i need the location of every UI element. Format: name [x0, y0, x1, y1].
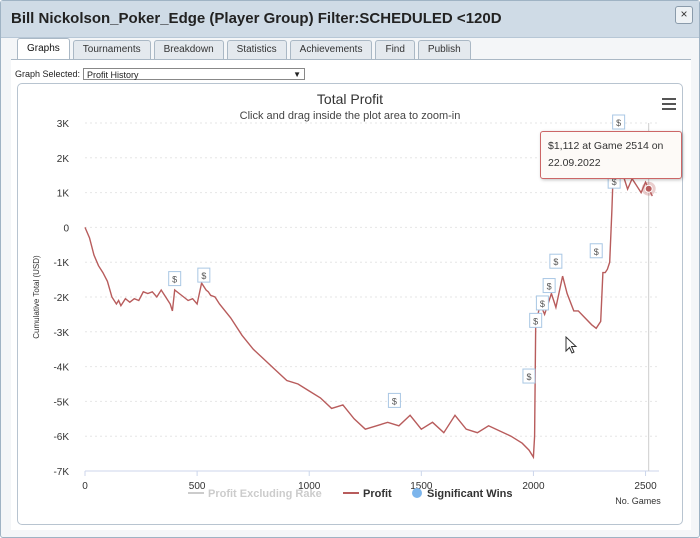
x-axis: 0 500 1000 1500 2000 2500	[82, 470, 659, 492]
tab-achievements[interactable]: Achievements	[289, 40, 373, 59]
significant-win-flag[interactable]	[542, 278, 556, 294]
tooltip-line-1: $1,112 at Game 2514 on	[548, 140, 664, 152]
y-tick-label: -7K	[53, 467, 69, 478]
chart-container: 3K 2K 1K 0 -1K -2K -3K -4K -5K -6K -7K 0 500 1000 150…	[17, 83, 683, 525]
chart-subtitle: Click and drag inside the plot area to z…	[240, 110, 461, 122]
significant-win-flag[interactable]	[168, 271, 182, 287]
dollar-icon: $	[616, 118, 621, 128]
y-tick-label: -6K	[53, 432, 69, 443]
tab-publish[interactable]: Publish	[417, 40, 471, 59]
legend-label: Profit Excluding Rake	[208, 488, 322, 500]
mouse-pointer-icon	[565, 336, 578, 354]
profit-chart[interactable]: 3K 2K 1K 0 -1K -2K -3K -4K -5K -6K -7K 0 500 1000 150…	[18, 84, 682, 524]
point-tooltip: $1,112 at Game 2514 on 22.09.2022	[540, 131, 682, 179]
significant-win-flag[interactable]	[612, 114, 626, 130]
y-axis-label: Cumulative Total (USD)	[32, 255, 41, 339]
y-axis: 3K 2K 1K 0 -1K -2K -3K -4K -5K -6K -7K	[53, 119, 69, 478]
dollar-icon: $	[547, 282, 552, 292]
chart-title: Total Profit	[317, 91, 383, 107]
chart-grid	[85, 122, 659, 472]
dollar-icon: $	[612, 177, 617, 187]
significant-win-flag[interactable]	[522, 368, 536, 384]
significant-wins-markers: $ $$$$$$$$$$	[168, 114, 656, 408]
legend-item[interactable]: Profit Excluding Rake	[188, 488, 322, 500]
title-bar[interactable]: Bill Nickolson_Poker_Edge (Player Group)…	[1, 1, 699, 38]
legend-item[interactable]: Profit	[343, 488, 392, 500]
dollar-icon: $	[540, 299, 545, 309]
y-tick-label: 1K	[57, 189, 70, 200]
tab-breakdown[interactable]: Breakdown	[153, 40, 224, 59]
chart-legend: Profit Excluding Rake Profit Significant W…	[188, 488, 512, 500]
close-icon[interactable]: ×	[675, 6, 693, 24]
chevron-down-icon: ▼	[293, 70, 302, 79]
profit-line	[84, 143, 653, 460]
x-tick-label: 2500	[634, 481, 657, 492]
significant-win-flag[interactable]	[387, 392, 401, 408]
tab-find[interactable]: Find	[375, 40, 415, 59]
y-tick-label: -5K	[53, 397, 69, 408]
y-tick-label: -2K	[53, 293, 69, 304]
graph-select-row: Graph Selected: Profit History ▼	[15, 68, 306, 80]
dollar-icon: $	[594, 247, 599, 257]
profit-series	[84, 143, 653, 460]
legend-item[interactable]: Significant Wins	[412, 488, 512, 500]
significant-win-flag[interactable]	[197, 267, 211, 283]
graph-select-label: Graph Selected:	[15, 69, 81, 79]
x-tick-label: 2000	[522, 481, 545, 492]
dollar-icon: $	[533, 316, 538, 326]
x-tick-label: 1500	[410, 481, 433, 492]
tab-bar: Graphs Tournaments Breakdown Statistics …	[17, 38, 471, 59]
y-tick-label: 0	[63, 223, 69, 234]
tooltip-line-2: 22.09.2022	[548, 157, 601, 169]
dollar-icon: $	[172, 275, 177, 285]
window-title: Bill Nickolson_Poker_Edge (Player Group)…	[11, 10, 502, 27]
legend-label: Significant Wins	[427, 488, 512, 500]
y-tick-label: -4K	[53, 363, 69, 374]
y-tick-label: -1K	[53, 258, 69, 269]
significant-win-flag[interactable]	[535, 295, 549, 311]
x-tick-label: 1000	[298, 481, 321, 492]
tab-tournaments[interactable]: Tournaments	[72, 40, 151, 59]
tab-statistics[interactable]: Statistics	[226, 40, 287, 59]
dollar-icon: $	[392, 396, 397, 406]
y-tick-label: 3K	[57, 119, 70, 130]
x-tick-label: 500	[189, 481, 206, 492]
x-tick-label: 0	[82, 481, 88, 492]
graph-select-dropdown[interactable]: Profit History ▼	[83, 68, 306, 80]
graph-select-value: Profit History	[87, 70, 139, 80]
significant-win-flag[interactable]	[529, 312, 543, 328]
legend-label: Profit	[363, 488, 392, 500]
dollar-icon: $	[201, 271, 206, 281]
significant-win-flag[interactable]	[549, 253, 563, 269]
y-tick-label: 2K	[57, 154, 70, 165]
dollar-icon: $	[553, 257, 558, 267]
hamburger-menu-icon[interactable]	[662, 98, 676, 110]
dollar-icon: $	[526, 372, 531, 382]
y-tick-label: -3K	[53, 328, 69, 339]
highlight-point[interactable]	[644, 184, 653, 193]
legend-dot-swatch	[412, 488, 422, 498]
significant-win-flag[interactable]	[589, 243, 603, 259]
graphs-panel: Graph Selected: Profit History ▼ 3K 2K 1K 0…	[11, 59, 691, 530]
x-axis-label: No. Games	[615, 496, 661, 506]
tab-graphs[interactable]: Graphs	[17, 38, 70, 59]
